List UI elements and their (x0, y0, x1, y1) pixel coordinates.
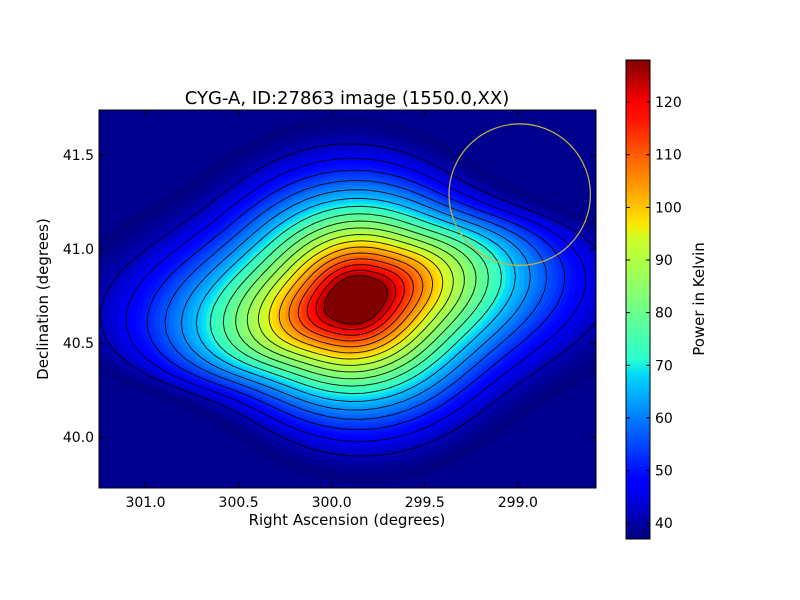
colorbar-tick-label: 100 (655, 200, 682, 216)
contour-line (146, 169, 566, 431)
colorbar-tick-label: 80 (655, 306, 673, 322)
y-tick-label: 40.0 (63, 430, 94, 446)
contour-line (195, 197, 516, 403)
x-tick-label: 301.0 (125, 495, 165, 511)
contour-line (288, 252, 424, 348)
beam-circle-marker (448, 123, 592, 266)
contour-line (297, 258, 414, 342)
contour-line (180, 189, 531, 411)
y-axis-label: Declination (degrees) (34, 218, 52, 380)
colorbar-tick-label: 50 (655, 464, 673, 480)
contour-line (268, 240, 444, 360)
colorbar-tick-label: 70 (655, 358, 673, 374)
x-axis-label: Right Ascension (degrees) (249, 511, 446, 529)
y-tick-label: 40.5 (63, 336, 94, 352)
colorbar-label: Power in Kelvin (690, 242, 708, 356)
x-tick-label: 300.5 (219, 495, 259, 511)
contour-line (209, 205, 503, 395)
plot-area (98, 109, 597, 489)
y-tick-label: 41.5 (63, 148, 94, 164)
contour-line (246, 227, 465, 373)
contour-line (257, 233, 454, 366)
plot-frame (98, 109, 597, 489)
contour-line (125, 157, 587, 443)
colorbar-tick-label: 110 (655, 148, 682, 164)
colorbar-gradient (626, 60, 650, 539)
colorbar-tick-label: 120 (655, 95, 682, 111)
contour-layer (99, 143, 596, 457)
colorbar-frame (625, 59, 651, 540)
colorbar-ticks: 40 50 60 70 80 90 100 110 120 (626, 95, 682, 532)
colorbar: 40 50 60 70 80 90 100 110 120 Power in Kelvin (625, 59, 708, 540)
contour-line (306, 264, 405, 336)
colorbar-tick-label: 40 (655, 516, 673, 532)
x-tick-label: 299.5 (405, 495, 445, 511)
contour-line (323, 275, 388, 325)
y-axis: 40.0 40.5 41.0 41.5 (63, 148, 596, 446)
colorbar-tick-label: 90 (655, 253, 673, 269)
contour-line (164, 179, 548, 421)
chart-title: CYG-A, ID:27863 image (1550.0,XX) (185, 88, 509, 109)
y-tick-label: 41.0 (63, 242, 94, 258)
x-tick-label: 300.0 (312, 495, 352, 511)
x-tick-label: 299.0 (498, 495, 538, 511)
contour-line (278, 246, 433, 354)
contour-line (99, 143, 596, 457)
x-axis: 301.0 300.5 300.0 299.5 299.0 (125, 110, 538, 511)
colorbar-tick-label: 60 (655, 411, 673, 427)
contour-line (315, 269, 397, 331)
contour-line (235, 220, 477, 380)
contour-line (222, 213, 489, 387)
heat-band (326, 276, 386, 323)
